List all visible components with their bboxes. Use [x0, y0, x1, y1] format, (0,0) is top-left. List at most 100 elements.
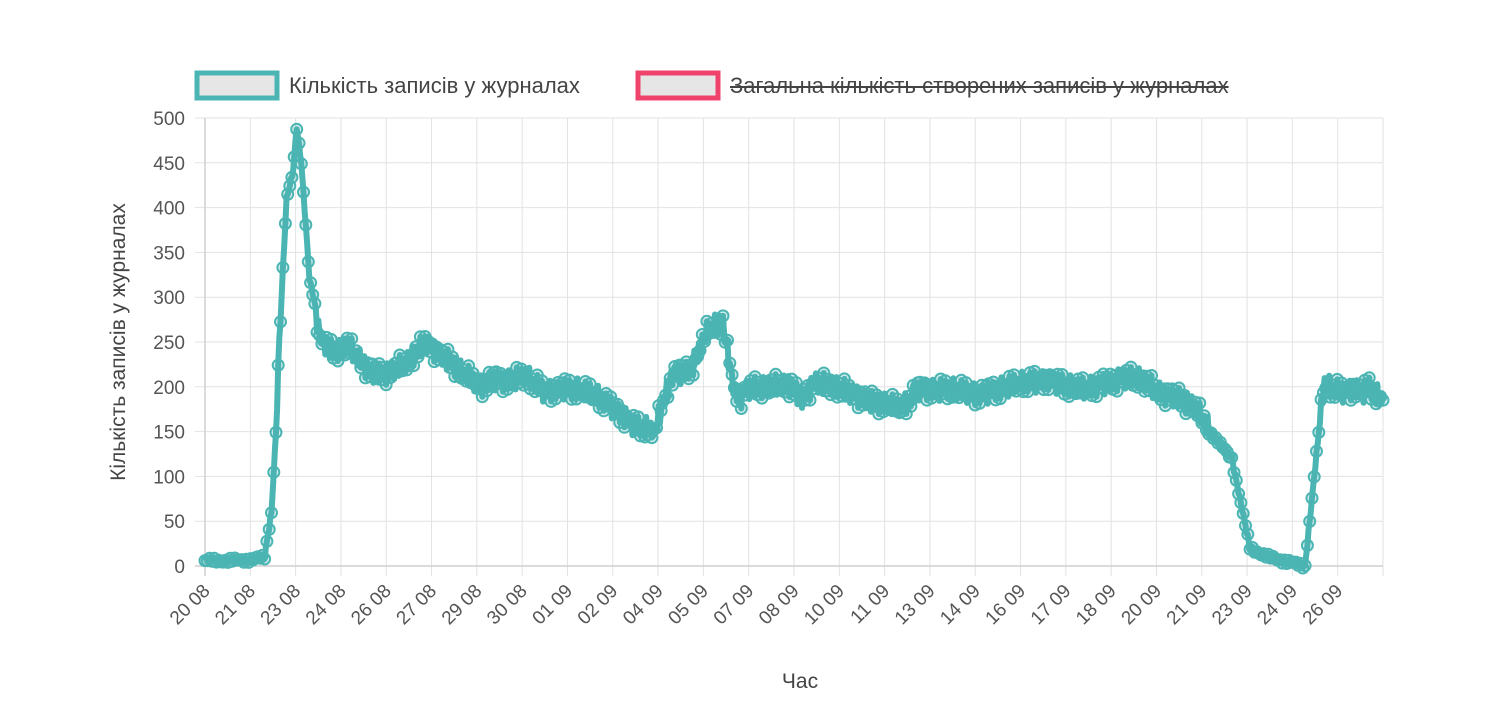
data-point: [725, 368, 739, 382]
legend-label-series-2: Загальна кількість створених записів у ж…: [730, 73, 1229, 98]
y-tick-label: 250: [153, 333, 185, 354]
data-point: [262, 522, 276, 536]
data-point: [276, 261, 290, 275]
y-tick-label: 400: [153, 199, 185, 220]
y-tick-label: 150: [153, 423, 185, 444]
x-tick-label: 21 08: [211, 581, 259, 629]
data-point: [734, 402, 748, 415]
data-point: [959, 376, 973, 390]
x-tick-label: 26 08: [347, 581, 395, 629]
data-point: [1197, 409, 1211, 423]
data-point: [308, 297, 322, 311]
data-point: [661, 390, 675, 404]
x-tick-label: 08 09: [755, 581, 803, 629]
x-tick-label: 23 08: [257, 581, 305, 629]
x-tick-label: 24 09: [1253, 581, 1301, 629]
legend-swatch-series-2: [635, 70, 721, 101]
data-point: [297, 185, 310, 199]
x-tick-label: 02 09: [574, 581, 622, 629]
data-point: [925, 391, 938, 405]
x-tick-label: 30 08: [483, 581, 531, 629]
data-point: [466, 366, 480, 380]
data-point: [723, 356, 737, 370]
data-point: [1234, 496, 1248, 510]
data-point: [260, 534, 274, 548]
series-layer: [198, 122, 1390, 575]
grid: [195, 117, 1384, 576]
legend-swatch-series-1: [194, 70, 280, 101]
data-point: [1362, 371, 1376, 385]
x-tick-label: 23 09: [1208, 581, 1256, 629]
data-point: [904, 399, 918, 413]
data-point: [821, 372, 835, 386]
data-point: [1376, 393, 1390, 407]
data-point: [258, 552, 272, 566]
data-point: [1298, 559, 1312, 573]
data-point: [278, 217, 292, 230]
data-point: [271, 358, 285, 372]
y-tick-label: 100: [153, 467, 185, 488]
data-point: [1300, 538, 1314, 552]
legend-label-series-1: Кількість записів у журналах: [289, 73, 580, 98]
data-point: [973, 396, 987, 410]
data-point: [1303, 514, 1317, 528]
data-point: [686, 368, 700, 382]
data-point: [290, 122, 304, 136]
x-tick-label: 04 09: [619, 581, 667, 629]
y-tick-label: 200: [153, 378, 185, 399]
data-point: [716, 309, 730, 323]
x-tick-label: 16 09: [982, 581, 1030, 629]
data-point: [1193, 396, 1207, 410]
x-tick-label: 29 08: [438, 581, 486, 629]
legend-item-series-2[interactable]: Загальна кількість створених записів у ж…: [635, 70, 1229, 101]
data-point: [301, 255, 315, 269]
x-axis-title: Час: [782, 670, 818, 693]
x-tick-label: 07 09: [710, 581, 758, 629]
data-point: [583, 377, 597, 391]
x-tick-label: 18 09: [1072, 581, 1120, 629]
data-point: [1241, 527, 1255, 541]
y-tick-label: 300: [153, 288, 185, 309]
x-tick-label: 17 09: [1027, 581, 1075, 629]
x-tick-label: 20 09: [1118, 581, 1166, 629]
data-point: [1236, 507, 1250, 520]
legend[interactable]: Кількість записів у журналах Загальна кі…: [194, 70, 1229, 101]
y-tick-label: 0: [174, 557, 185, 578]
legend-item-series-1[interactable]: Кількість записів у журналах: [194, 70, 580, 101]
data-point: [480, 384, 494, 398]
data-point: [1305, 491, 1319, 505]
x-tick-label: 27 08: [393, 581, 441, 629]
x-tick-label: 13 09: [891, 581, 939, 629]
series-1: [198, 122, 1390, 575]
y-axis-title: Кількість записів у журналах: [107, 203, 130, 481]
x-tick-label: 10 09: [800, 581, 848, 629]
data-point: [1225, 451, 1239, 465]
data-point: [721, 333, 734, 347]
data-point: [267, 465, 281, 479]
data-point: [890, 392, 904, 406]
data-point: [803, 393, 817, 407]
y-tick-label: 50: [164, 512, 185, 533]
x-tick-label: 14 09: [936, 581, 984, 629]
data-point: [663, 371, 677, 385]
x-tick-label: 21 09: [1163, 581, 1211, 629]
data-point: [349, 344, 363, 358]
data-point: [1310, 444, 1323, 458]
data-point: [299, 218, 313, 232]
data-point: [1307, 470, 1321, 484]
data-point: [1145, 369, 1158, 382]
x-tick-label: 26 09: [1299, 581, 1347, 629]
x-tick-label: 20 08: [166, 581, 214, 629]
data-point: [304, 276, 318, 290]
data-point: [345, 332, 359, 346]
data-point: [1312, 425, 1326, 439]
x-tick-label: 01 09: [529, 581, 577, 629]
data-point: [411, 350, 425, 364]
y-tick-label: 500: [153, 109, 185, 130]
y-tick-label: 350: [153, 243, 185, 264]
y-tick-label: 450: [153, 154, 185, 175]
data-point: [285, 170, 299, 184]
